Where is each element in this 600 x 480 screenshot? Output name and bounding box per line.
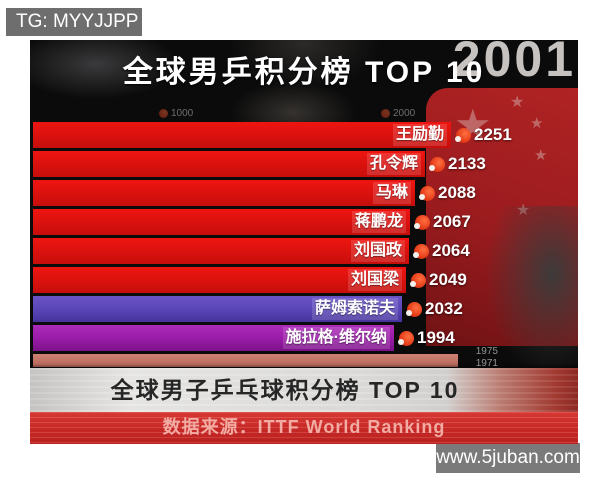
axis-tick-label: 2000 bbox=[381, 106, 415, 120]
score-bar: 施拉格·维尔纳 bbox=[33, 325, 394, 351]
score-bar: 王励勤 bbox=[33, 122, 451, 148]
bar-row: 马琳 2088 bbox=[33, 180, 476, 206]
site-watermark-label: www.5juban.com bbox=[436, 447, 580, 468]
chart-title: 全球男乒积分榜 TOP 10 bbox=[122, 56, 486, 89]
bar-row: 王励勤 2251 bbox=[33, 122, 512, 148]
table-tennis-paddle-icon bbox=[429, 156, 445, 172]
data-source-label: 数据来源：ITTF World Ranking bbox=[162, 417, 446, 437]
tick-value: 2000 bbox=[393, 107, 416, 119]
flag-star-icon: ★ bbox=[534, 147, 548, 164]
score-bar: 蒋鹏龙 bbox=[33, 209, 410, 235]
score-bar: 萨姆索诺夫 bbox=[33, 296, 402, 322]
table-tennis-paddle-icon bbox=[381, 108, 390, 118]
player-name-label: 孔令辉 bbox=[366, 153, 421, 175]
background-silhouette bbox=[486, 206, 578, 376]
site-watermark-badge: www.5juban.com bbox=[436, 443, 580, 473]
bar-row: 刘国梁 2049 bbox=[33, 267, 467, 293]
player-score-label: 2088 bbox=[438, 183, 476, 202]
player-score-label: 2032 bbox=[425, 299, 463, 318]
player-name-label: 刘国政 bbox=[350, 240, 405, 262]
bar-row: 萨姆索诺夫 2032 bbox=[33, 296, 463, 322]
player-score-label: 2049 bbox=[429, 270, 467, 289]
table-tennis-paddle-icon bbox=[413, 243, 429, 259]
player-score-label: 2251 bbox=[474, 125, 512, 144]
flag-star-icon: ★ bbox=[530, 115, 544, 132]
table-tennis-paddle-icon bbox=[406, 301, 422, 317]
player-name-label: 王励勤 bbox=[392, 124, 447, 146]
source-strip: 数据来源：ITTF World Ranking bbox=[30, 412, 578, 444]
player-name-label: 蒋鹏龙 bbox=[351, 211, 406, 233]
score-bar: 刘国梁 bbox=[33, 267, 406, 293]
flag-star-icon: ★ bbox=[510, 94, 525, 111]
table-tennis-paddle-icon bbox=[398, 330, 414, 346]
bar-row: 孔令辉 2133 bbox=[33, 151, 486, 177]
table-tennis-paddle-icon bbox=[410, 272, 426, 288]
bar-row: 蒋鹏龙 2067 bbox=[33, 209, 471, 235]
score-bar: 孔令辉 bbox=[33, 151, 425, 177]
bottom-banner: 全球男子乒乓球积分榜 TOP 10 bbox=[30, 368, 578, 412]
china-flag-backdrop: ★ ★ ★ ★ ★ bbox=[426, 88, 578, 376]
banner-title: 全球男子乒乓球积分榜 TOP 10 bbox=[110, 377, 460, 403]
player-score-label: 2067 bbox=[433, 212, 471, 231]
bar-row: 施拉格·维尔纳 1994 bbox=[33, 325, 455, 351]
bar-row: 刘国政 2064 bbox=[33, 238, 470, 264]
score-bar: 马琳 bbox=[33, 180, 415, 206]
player-name-label: 刘国梁 bbox=[347, 269, 402, 291]
player-score-label: 1994 bbox=[417, 328, 455, 347]
table-tennis-paddle-icon bbox=[419, 185, 435, 201]
player-score-label: 2133 bbox=[448, 154, 486, 173]
faded-year: 1975 bbox=[475, 346, 498, 357]
tg-watermark-badge: TG: MYYJJPP bbox=[6, 8, 142, 36]
current-year-label: 2001 bbox=[452, 40, 576, 87]
faded-year: 1971 bbox=[475, 358, 498, 369]
tg-watermark-label: TG: MYYJJPP bbox=[16, 11, 139, 32]
table-tennis-paddle-icon bbox=[414, 214, 430, 230]
score-bar: 刘国政 bbox=[33, 238, 409, 264]
player-name-label: 萨姆索诺夫 bbox=[311, 298, 398, 320]
partial-next-bar bbox=[33, 354, 458, 367]
video-frame: ★ ★ ★ ★ ★ 全球男乒积分榜 TOP 10 1000 2000 王励勤 225… bbox=[30, 40, 578, 444]
player-name-label: 施拉格·维尔纳 bbox=[282, 327, 390, 349]
table-tennis-paddle-icon bbox=[159, 108, 168, 118]
axis-tick-label: 1000 bbox=[159, 106, 193, 120]
player-score-label: 2064 bbox=[432, 241, 470, 260]
faded-years-label: 1975 1971 bbox=[468, 346, 498, 370]
player-name-label: 马琳 bbox=[372, 182, 411, 204]
table-tennis-paddle-icon bbox=[455, 127, 471, 143]
tick-value: 1000 bbox=[171, 107, 194, 119]
